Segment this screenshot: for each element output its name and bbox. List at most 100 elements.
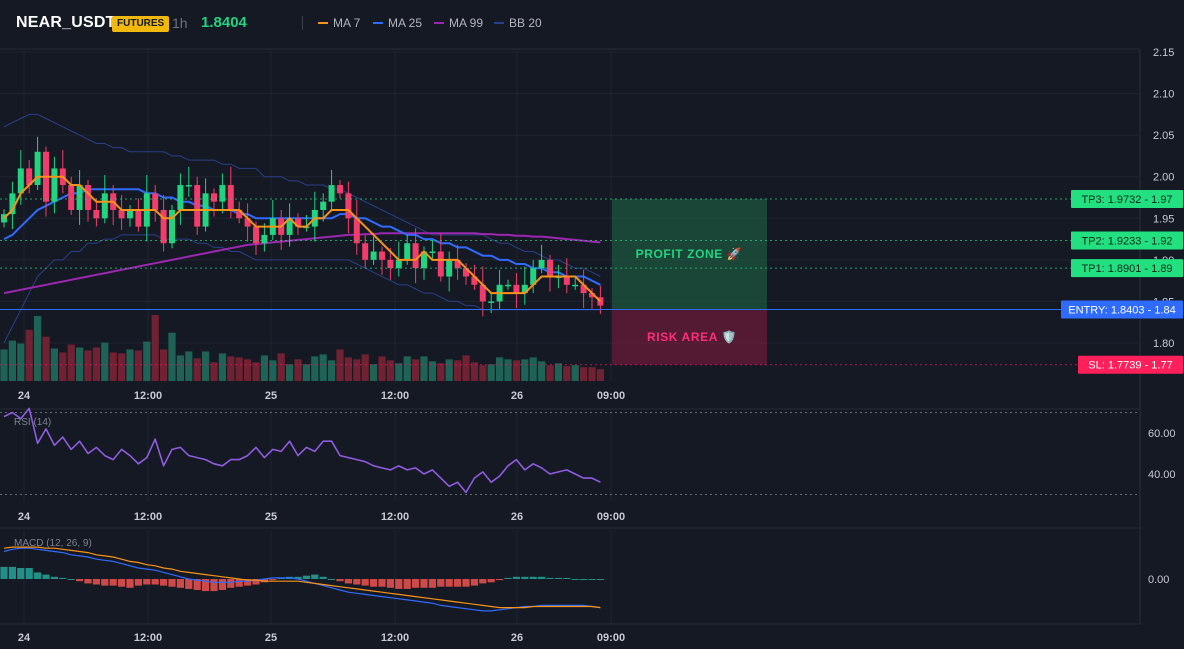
macd-histogram-bar: [176, 579, 184, 588]
volume-bar: [479, 365, 487, 381]
macd-histogram-bar: [454, 579, 462, 587]
macd-histogram-bar: [269, 579, 277, 581]
macd-time-tick-label: 09:00: [597, 632, 625, 644]
candle-body: [538, 259, 545, 269]
level-tag-entry: [1061, 300, 1183, 319]
candle-body: [118, 209, 125, 219]
level-tag-sl: [1078, 355, 1183, 374]
candle-body: [160, 209, 167, 244]
candle-body: [152, 193, 159, 210]
rsi-time-tick-label: 12:00: [381, 511, 409, 523]
macd-histogram-bar: [370, 579, 378, 587]
macd-histogram-bar: [378, 579, 386, 587]
volume-bar: [504, 359, 512, 381]
volume-bar: [571, 365, 579, 381]
bb20-lower-line: [3, 234, 601, 344]
macd-histogram-bar: [17, 568, 25, 579]
legend-ma25[interactable]: MA 25: [373, 16, 422, 30]
legend-bb20-label: BB 20: [509, 16, 542, 30]
macd-histogram-bar: [25, 568, 33, 579]
profit-zone: [612, 198, 767, 310]
volume-bar: [470, 362, 478, 381]
volume-bar: [538, 361, 546, 381]
candle-body: [345, 193, 352, 219]
candle-body: [580, 284, 587, 294]
rsi-tick-label: 40.00: [1148, 469, 1176, 481]
volume-bar: [269, 360, 277, 381]
candle-body: [34, 151, 41, 186]
macd-histogram-bar: [487, 579, 495, 583]
symbol-label[interactable]: NEAR_USDT: [16, 14, 116, 31]
macd-histogram-bar: [529, 576, 537, 579]
candle-body: [429, 251, 436, 254]
volume-bar: [454, 360, 462, 381]
ma7-swatch-icon: [318, 21, 328, 24]
price-tick-label: 2.05: [1153, 130, 1174, 142]
candle-body: [320, 201, 327, 210]
volume-bar: [294, 359, 302, 381]
macd-histogram-bar: [580, 579, 588, 580]
macd-histogram-bar: [596, 579, 604, 580]
legend-ma7[interactable]: MA 7: [318, 16, 360, 30]
macd-histogram-bar: [294, 576, 302, 579]
macd-histogram-bar: [588, 579, 596, 580]
macd-histogram-bar: [412, 579, 420, 588]
rsi-line: [3, 407, 601, 494]
futures-badge: FUTURES: [112, 16, 170, 32]
bb20-swatch-icon: [494, 21, 504, 24]
macd-histogram-bar: [67, 579, 75, 580]
timeframe-label[interactable]: 1h: [172, 15, 188, 31]
volume-bar: [437, 363, 445, 381]
volume-bar: [252, 362, 260, 381]
signal-line: [3, 546, 601, 609]
macd-histogram-bar: [538, 576, 546, 579]
volume-bar: [126, 349, 134, 381]
candle-body: [219, 185, 226, 202]
legend-bb20[interactable]: BB 20: [494, 16, 542, 30]
level-tag-label-sl: SL: 1.7739 - 1.77: [1088, 360, 1172, 372]
time-tick-label: 12:00: [134, 390, 162, 402]
volume-bar: [395, 363, 403, 381]
macd-histogram-bar: [168, 579, 176, 587]
level-tag-label-tp3: TP3: 1.9732 - 1.97: [1081, 194, 1172, 206]
price-tick-label: 2.15: [1153, 47, 1174, 59]
macd-histogram-bar: [210, 579, 218, 592]
volume-bar: [546, 365, 554, 381]
macd-tick-label: 0.00: [1148, 574, 1169, 586]
candle-body: [395, 259, 402, 269]
macd-histogram-bar: [0, 566, 8, 579]
macd-time-tick-label: 12:00: [381, 632, 409, 644]
macd-histogram-bar: [76, 579, 84, 582]
candle-body: [227, 185, 234, 210]
chart-header: NEAR_USDT FUTURES 1h 1.8404 MA 7 MA 25 M…: [0, 0, 1184, 48]
volume-bar: [420, 356, 428, 381]
candle-body: [244, 218, 251, 227]
ma99-swatch-icon: [434, 21, 444, 24]
macd-histogram-bar: [143, 579, 151, 585]
header-divider: [302, 16, 303, 30]
macd-histogram-bar: [496, 579, 504, 581]
volume-bar: [370, 364, 378, 381]
volume-bar: [235, 357, 243, 381]
macd-histogram-bar: [101, 579, 109, 586]
macd-time-tick-label: 24: [18, 632, 31, 644]
volume-bar: [353, 359, 361, 381]
candle-body: [185, 185, 192, 187]
volume-bar: [336, 349, 344, 381]
volume-bar: [462, 355, 470, 381]
macd-histogram-bar: [252, 579, 260, 585]
macd-histogram-bar: [353, 579, 361, 585]
volume-bar: [554, 363, 562, 381]
time-tick-label: 09:00: [597, 390, 625, 402]
candle-body: [563, 276, 570, 285]
volume-bar: [361, 354, 369, 381]
macd-histogram-bar: [235, 579, 243, 587]
legend-ma99[interactable]: MA 99: [434, 16, 483, 30]
macd-histogram-bar: [462, 579, 470, 587]
candle-body: [253, 226, 259, 244]
volume-bar: [50, 348, 58, 381]
macd-histogram-bar: [470, 579, 478, 586]
macd-histogram-bar: [554, 577, 562, 579]
macd-time-tick-label: 12:00: [134, 632, 162, 644]
